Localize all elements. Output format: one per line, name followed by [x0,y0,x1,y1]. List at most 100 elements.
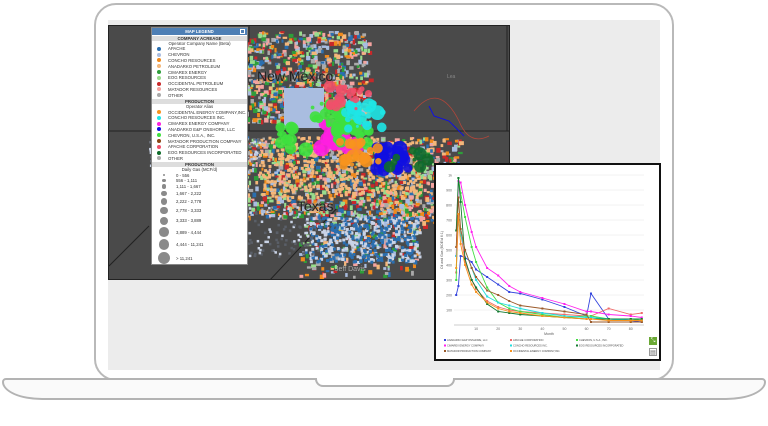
acreage-tract [395,232,399,236]
acreage-tract [294,242,297,246]
acreage-tract [260,253,263,256]
acreage-tract [334,59,340,64]
acreage-tract [351,201,357,205]
acreage-tract [304,273,309,277]
acreage-tract [288,167,292,171]
acreage-tract [406,230,410,234]
acreage-tract [347,190,351,194]
acreage-tract [354,217,358,221]
acreage-tract [377,216,381,220]
acreage-tract [390,212,393,216]
acreage-tract [314,69,320,73]
acreage-tract [383,215,387,220]
acreage-tract [316,136,320,140]
acreage-tract [260,119,264,125]
well-marker [361,98,377,113]
acreage-tract [283,58,287,64]
acreage-tract [328,178,332,183]
acreage-tract [294,42,297,46]
acreage-tract [266,196,272,200]
legend-swatch-icon [157,127,161,132]
acreage-tract [277,255,281,258]
acreage-tract [338,231,342,235]
collapse-icon[interactable] [240,29,245,34]
acreage-tract [317,48,323,53]
acreage-tract [335,227,339,231]
acreage-tract [246,193,251,197]
acreage-tract [428,213,432,217]
acreage-tract [324,58,328,62]
acreage-tract [343,257,349,261]
acreage-tract [379,219,383,223]
acreage-tract [263,57,267,60]
acreage-tract [253,140,257,144]
acreage-tract [415,198,419,202]
acreage-tract [361,46,364,51]
acreage-tract [307,170,312,175]
acreage-tract [325,67,329,73]
acreage-tract [334,167,339,171]
acreage-tract [345,217,349,221]
acreage-tract [374,223,378,227]
acreage-tract [256,64,261,70]
acreage-tract [378,179,382,183]
acreage-tract [314,207,319,212]
acreage-tract [248,207,252,210]
acreage-tract [259,102,264,107]
acreage-tract [321,217,325,221]
acreage-tract [314,55,318,61]
acreage-tract [352,183,356,187]
acreage-tract [317,214,321,219]
expand-icon[interactable]: ⤡ [649,337,657,345]
acreage-tract [318,219,322,223]
data-point [470,231,473,233]
acreage-tract [269,155,273,159]
acreage-tract [388,256,392,260]
acreage-tract [354,62,360,66]
acreage-tract [391,254,395,258]
well-marker [370,162,383,176]
acreage-tract [350,226,354,230]
acreage-tract [306,193,310,197]
acreage-tract [281,70,286,75]
acreage-tract [392,232,396,236]
data-point [470,279,473,281]
acreage-tract [305,155,309,160]
acreage-tract [377,198,381,201]
acreage-tract [286,70,290,75]
data-point [475,291,478,293]
acreage-tract [331,155,337,160]
well-marker [310,105,315,110]
acreage-tract [299,188,304,191]
data-point [497,310,500,313]
acreage-tract [399,203,404,209]
acreage-tract [348,254,352,258]
acreage-tract [364,263,367,269]
acreage-tract [359,71,363,75]
acreage-tract [367,220,371,224]
data-point [629,315,632,317]
acreage-tract [296,206,299,209]
acreage-tract [305,249,308,255]
acreage-tract [414,223,418,227]
acreage-tract [384,203,389,208]
acreage-tract [251,39,254,44]
acreage-tract [443,138,446,143]
acreage-tract [292,38,295,42]
acreage-tract [258,85,262,89]
acreage-tract [371,258,375,262]
acreage-tract [264,169,268,173]
acreage-tract [304,185,308,189]
acreage-tract [309,82,312,87]
export-icon[interactable]: ▤ [649,348,657,356]
acreage-tract [417,251,421,255]
acreage-tract [287,57,291,60]
acreage-tract [351,245,355,249]
acreage-tract [313,68,316,72]
gas-size-item: 4,444 - 11,241 [152,238,247,251]
acreage-tract [330,214,335,218]
acreage-tract [310,44,314,48]
acreage-tract [258,33,263,39]
acreage-tract [297,136,301,139]
acreage-tract [343,205,348,210]
